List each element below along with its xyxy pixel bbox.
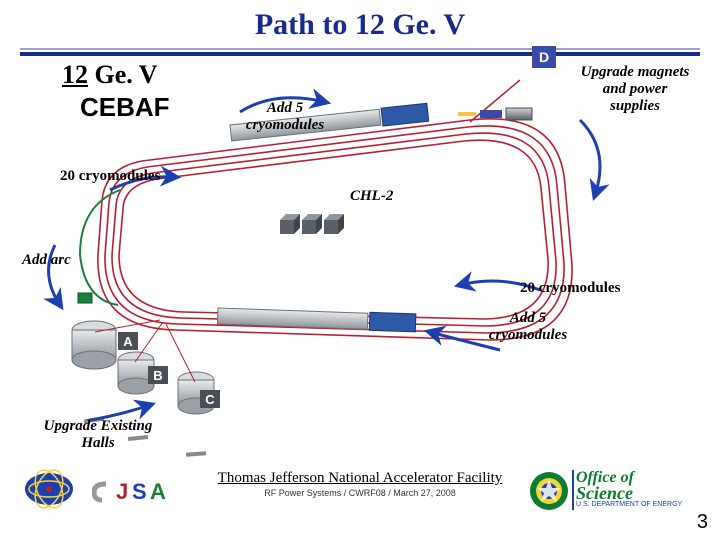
add-arc-label: Add arc	[22, 252, 71, 269]
upgrade-halls-label: Upgrade Existing Halls	[28, 418, 168, 452]
jsa-logo: J S A	[92, 472, 180, 510]
svg-text:A: A	[150, 479, 166, 504]
office-of-science-logo: Office of Science U.S. DEPARTMENT OF ENE…	[576, 471, 682, 508]
add5-top-l1: Add 5	[230, 100, 340, 117]
hall-c-marker: C	[200, 390, 220, 408]
svg-text:J: J	[116, 479, 128, 504]
upgrade-magnets-l1: Upgrade magnets	[560, 64, 710, 81]
add5-top-l2: cryomodules	[230, 117, 340, 134]
upgrade-magnets-label: Upgrade magnets and power supplies	[560, 64, 710, 115]
page-number: 3	[697, 511, 708, 534]
nuclear-physics-logo	[20, 468, 78, 510]
upgrade-halls-l2: Halls	[28, 435, 168, 452]
cryo20-top-label: 20 cryomodules	[60, 168, 160, 185]
doe-seal-logo	[528, 470, 570, 512]
logo-divider	[572, 470, 574, 510]
add5-top-label: Add 5 cryomodules	[230, 100, 340, 134]
hall-d-marker: D	[532, 46, 556, 68]
upgrade-magnets-l3: supplies	[560, 98, 710, 115]
add5-bottom-label: Add 5 cryomodules	[473, 310, 583, 344]
upgrade-halls-l1: Upgrade Existing	[28, 418, 168, 435]
add5-bottom-l1: Add 5	[473, 310, 583, 327]
hall-b-marker: B	[148, 366, 168, 384]
add5-bottom-l2: cryomodules	[473, 327, 583, 344]
hall-a-marker: A	[118, 332, 138, 350]
cryo20-bottom-label: 20 cryomodules	[520, 280, 620, 297]
upgrade-magnets-l2: and power	[560, 81, 710, 98]
chl2-label: CHL-2	[350, 188, 393, 205]
svg-text:S: S	[132, 479, 147, 504]
footer-facility: Thomas Jefferson National Accelerator Fa…	[218, 470, 503, 487]
footer-subline: RF Power Systems / CWRF08 / March 27, 20…	[218, 488, 503, 498]
